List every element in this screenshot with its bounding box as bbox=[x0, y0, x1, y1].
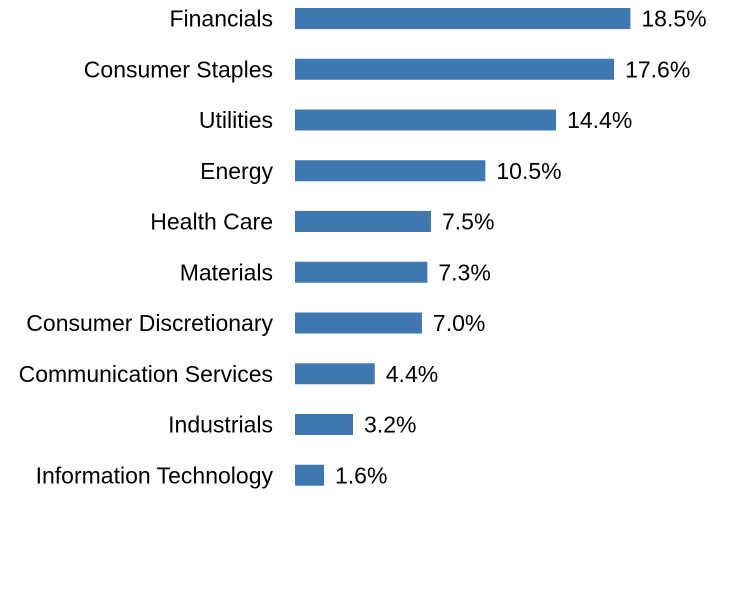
value-label-health-care: 7.5% bbox=[442, 209, 494, 235]
category-label-information-technology: Information Technology bbox=[36, 462, 274, 488]
bars-group bbox=[295, 8, 631, 486]
bar-financials bbox=[295, 8, 631, 29]
value-label-consumer-discretionary: 7.0% bbox=[433, 310, 485, 336]
bar-health-care bbox=[295, 211, 431, 232]
category-labels-group: Financials Consumer Staples Utilities Energ… bbox=[19, 6, 274, 489]
category-label-communication-services: Communication Services bbox=[19, 361, 273, 387]
category-label-consumer-staples: Consumer Staples bbox=[84, 56, 273, 82]
value-label-communication-services: 4.4% bbox=[386, 361, 438, 387]
bar-materials bbox=[295, 261, 428, 283]
category-label-energy: Energy bbox=[200, 158, 273, 184]
value-label-energy: 10.5% bbox=[496, 158, 561, 184]
value-label-industrials: 3.2% bbox=[364, 412, 416, 438]
bar-utilities bbox=[295, 109, 557, 131]
value-label-materials: 7.3% bbox=[438, 259, 490, 285]
category-label-materials: Materials bbox=[180, 259, 273, 285]
bar-consumer-discretionary bbox=[295, 312, 422, 334]
category-label-consumer-discretionary: Consumer Discretionary bbox=[26, 310, 273, 336]
bar-consumer-staples bbox=[295, 58, 615, 80]
value-label-consumer-staples: 17.6% bbox=[625, 56, 690, 82]
bar-information-technology bbox=[295, 464, 325, 486]
value-label-financials: 18.5% bbox=[641, 6, 706, 32]
bar-energy bbox=[295, 160, 486, 182]
category-label-utilities: Utilities bbox=[199, 107, 273, 133]
category-label-financials: Financials bbox=[169, 6, 273, 32]
bar-communication-services bbox=[295, 363, 375, 385]
value-label-information-technology: 1.6% bbox=[335, 462, 387, 488]
category-label-health-care: Health Care bbox=[150, 209, 273, 235]
value-label-utilities: 14.4% bbox=[567, 107, 632, 133]
bar-industrials bbox=[295, 414, 354, 435]
value-labels-group: 18.5% 17.6% 14.4%10.5%7.5% 7.3% 7.0% 4.4% 3.2%… bbox=[335, 6, 707, 489]
category-label-industrials: Industrials bbox=[168, 412, 273, 438]
